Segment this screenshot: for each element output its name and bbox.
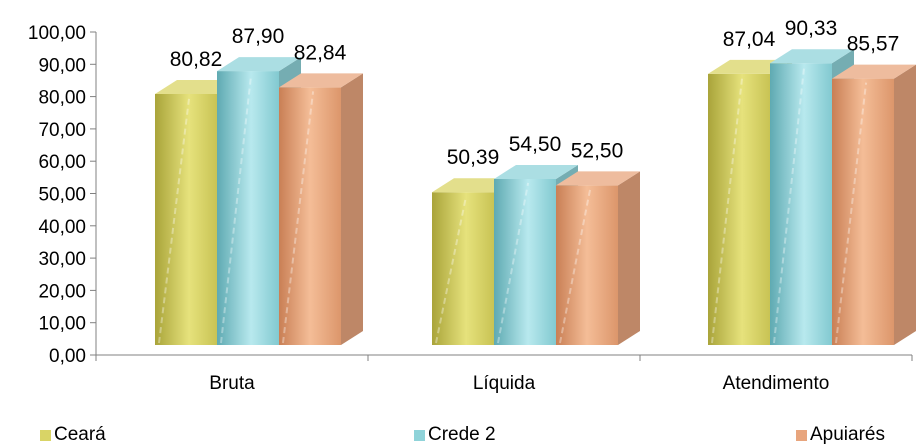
bar-top bbox=[217, 57, 301, 72]
y-tick-label: 80,00 bbox=[38, 88, 86, 109]
y-tick-label: 30,00 bbox=[38, 249, 86, 270]
y-tick-label: 40,00 bbox=[38, 217, 86, 238]
data-label: 87,04 bbox=[723, 28, 776, 51]
bar-highlight bbox=[220, 74, 253, 344]
y-tick-label: 20,00 bbox=[38, 281, 86, 302]
y-tick-label: 60,00 bbox=[38, 152, 86, 173]
data-label: 85,57 bbox=[847, 33, 900, 56]
bar-top bbox=[832, 64, 916, 79]
y-tick-label: 0,00 bbox=[49, 346, 86, 367]
bar-side bbox=[894, 64, 916, 346]
bar-top bbox=[770, 49, 854, 64]
bar-side bbox=[618, 171, 640, 345]
y-tick-label: 50,00 bbox=[38, 185, 86, 206]
x-tick-label: Atendimento bbox=[723, 373, 830, 394]
legend-label-ceara: Ceará bbox=[54, 424, 106, 445]
bar-highlight bbox=[835, 82, 868, 344]
bar-side bbox=[341, 73, 363, 345]
data-label: 52,50 bbox=[571, 139, 624, 162]
bar bbox=[279, 73, 363, 345]
x-tick-label: Bruta bbox=[209, 373, 255, 394]
data-label: 82,84 bbox=[294, 41, 347, 64]
bar-top bbox=[279, 73, 363, 88]
bar-highlight bbox=[773, 67, 806, 344]
bar-highlight bbox=[497, 182, 530, 344]
bar-top bbox=[494, 164, 578, 179]
legend-item-crede-2: Crede 2 bbox=[414, 424, 496, 446]
bar-front bbox=[217, 71, 279, 345]
bar-front bbox=[556, 185, 618, 345]
bar-front bbox=[494, 178, 556, 345]
bar-highlight bbox=[559, 189, 592, 344]
legend-swatch-crede-2 bbox=[414, 429, 425, 441]
data-label: 54,50 bbox=[509, 133, 562, 156]
y-tick-label: 10,00 bbox=[38, 314, 86, 335]
legend-label-crede-2: Crede 2 bbox=[428, 424, 496, 445]
bar-top bbox=[556, 171, 640, 186]
legend-item-ceara: Ceará bbox=[40, 424, 106, 446]
bar-front bbox=[155, 93, 217, 345]
bar bbox=[832, 64, 916, 346]
bar-front bbox=[279, 87, 341, 345]
bar-front bbox=[708, 73, 770, 345]
data-label: 87,90 bbox=[232, 25, 285, 48]
y-tick-label: 70,00 bbox=[38, 120, 86, 141]
bar-front bbox=[770, 63, 832, 345]
bar-highlight bbox=[435, 196, 468, 344]
bar-front bbox=[832, 78, 894, 346]
bar bbox=[556, 171, 640, 345]
data-label: 90,33 bbox=[785, 17, 838, 40]
data-label: 50,39 bbox=[447, 146, 500, 169]
legend-swatch-ceara bbox=[40, 429, 51, 441]
bar-highlight bbox=[711, 77, 744, 344]
legend-swatch-apuiares bbox=[796, 429, 807, 441]
x-tick-label: Líquida bbox=[473, 373, 536, 394]
bar-highlight bbox=[282, 91, 315, 344]
bar-front bbox=[432, 192, 494, 345]
data-label: 80,82 bbox=[170, 48, 223, 71]
legend-label-apuiares: Apuiarés bbox=[810, 424, 885, 445]
legend-item-apuiares: Apuiarés bbox=[796, 424, 885, 446]
bar-highlight bbox=[158, 97, 191, 344]
y-tick-label: 100,00 bbox=[28, 23, 86, 44]
y-tick-label: 90,00 bbox=[38, 55, 86, 76]
